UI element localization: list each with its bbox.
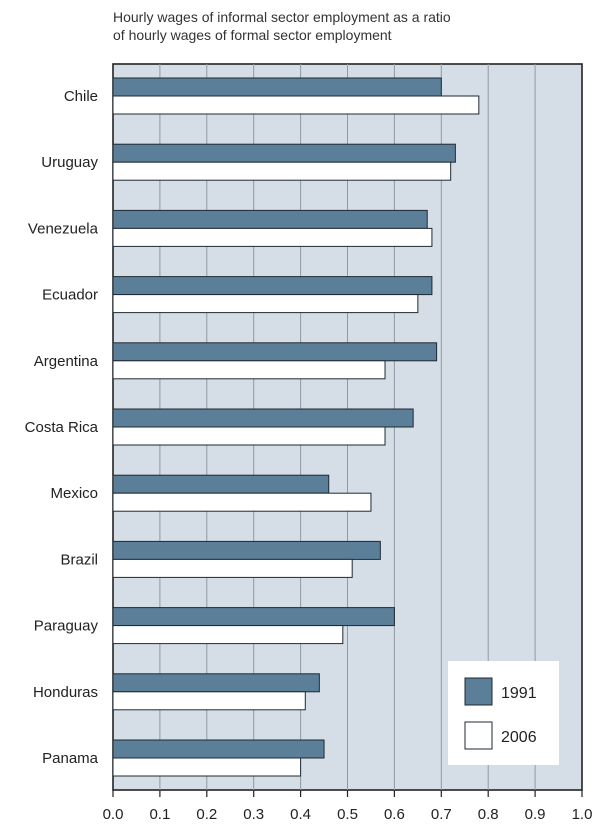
bar-venezuela-2006 xyxy=(112,227,433,247)
bar-brazil-1991 xyxy=(112,540,381,560)
x-tick-label: 0.8 xyxy=(478,806,499,823)
bar-honduras-1991 xyxy=(112,673,320,693)
bar-paraguay-1991 xyxy=(112,607,395,627)
category-label: Paraguay xyxy=(34,618,99,635)
category-label: Chile xyxy=(64,88,98,105)
legend-swatch-1991 xyxy=(464,677,493,706)
x-tick-label: 0.3 xyxy=(243,806,264,823)
x-tick-label: 0.4 xyxy=(290,806,311,823)
x-tick-label: 0.9 xyxy=(525,806,546,823)
x-tick-label: 0.1 xyxy=(149,806,170,823)
bar-brazil-2006 xyxy=(112,558,353,578)
x-tick-label: 0.6 xyxy=(384,806,405,823)
category-label: Ecuador xyxy=(42,287,98,304)
bar-ecuador-1991 xyxy=(112,276,433,296)
bar-panama-1991 xyxy=(112,739,325,759)
category-label: Costa Rica xyxy=(25,419,99,436)
category-label: Brazil xyxy=(60,551,98,568)
x-tick-label: 1.0 xyxy=(572,806,593,823)
bar-honduras-2006 xyxy=(112,691,306,711)
legend-label-1991: 1991 xyxy=(501,685,537,702)
chart-title: Hourly wages of informal sector employme… xyxy=(113,8,583,44)
category-label: Panama xyxy=(42,750,99,767)
bar-chile-1991 xyxy=(112,77,442,97)
bar-argentina-2006 xyxy=(112,360,386,380)
bar-paraguay-2006 xyxy=(112,625,344,645)
chart-title-line-1: Hourly wages of informal sector employme… xyxy=(113,9,451,25)
bar-mexico-1991 xyxy=(112,474,330,494)
bar-venezuela-1991 xyxy=(112,209,428,229)
bar-costa-rica-2006 xyxy=(112,426,386,446)
legend-label-2006: 2006 xyxy=(501,729,537,746)
category-label: Uruguay xyxy=(41,154,98,171)
category-label: Argentina xyxy=(34,353,99,370)
category-label: Honduras xyxy=(33,684,98,701)
bar-uruguay-1991 xyxy=(112,143,456,163)
x-tick-label: 0.7 xyxy=(431,806,452,823)
bar-costa-rica-1991 xyxy=(112,408,414,428)
x-tick-label: 0.5 xyxy=(337,806,358,823)
bar-ecuador-2006 xyxy=(112,294,419,314)
legend-swatch-2006 xyxy=(464,721,493,750)
bar-chile-2006 xyxy=(112,95,480,115)
bar-argentina-1991 xyxy=(112,342,438,362)
x-tick-label: 0.2 xyxy=(196,806,217,823)
category-label: Mexico xyxy=(50,485,98,502)
chart-title-line-2: of hourly wages of formal sector employm… xyxy=(113,27,392,43)
bar-panama-2006 xyxy=(112,757,302,777)
x-tick-label: 0.0 xyxy=(103,806,124,823)
bar-mexico-2006 xyxy=(112,492,372,512)
category-label: Venezuela xyxy=(28,220,99,237)
bar-uruguay-2006 xyxy=(112,161,452,181)
